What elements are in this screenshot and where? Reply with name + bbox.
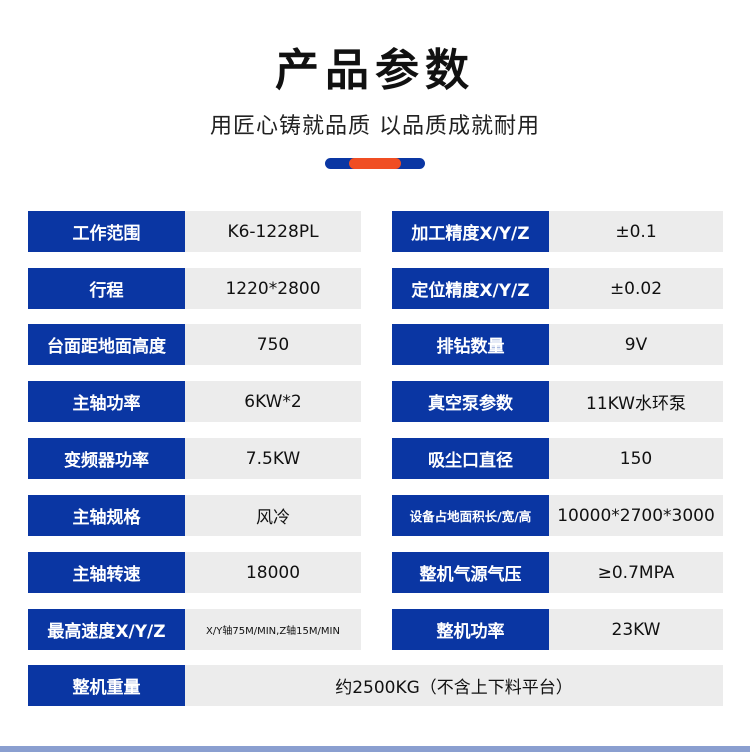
divider-decoration: [325, 158, 425, 169]
spec-label: 主轴转速: [28, 552, 185, 593]
spec-row: 台面距地面高度 750 排钻数量 9V: [28, 324, 723, 365]
spec-value: ±0.1: [549, 211, 723, 252]
spec-row: 变频器功率 7.5KW 吸尘口直径 150: [28, 438, 723, 479]
spec-row: 主轴转速 18000 整机气源气压 ≥0.7MPA: [28, 552, 723, 593]
spec-label: 台面距地面高度: [28, 324, 185, 365]
spec-label: 设备占地面积长/宽/高: [392, 495, 549, 536]
spec-label: 排钻数量: [392, 324, 549, 365]
spec-label: 最高速度X/Y/Z: [28, 609, 185, 650]
spec-label: 加工精度X/Y/Z: [392, 211, 549, 252]
spec-value: ±0.02: [549, 268, 723, 309]
spec-value: 约2500KG（不含上下料平台）: [185, 665, 723, 706]
spec-value: 9V: [549, 324, 723, 365]
spec-row: 工作范围 K6-1228PL 加工精度X/Y/Z ±0.1: [28, 211, 723, 252]
page-title: 产品参数: [275, 45, 475, 96]
divider-accent: [349, 158, 401, 169]
spec-value: 7.5KW: [185, 438, 361, 479]
spec-value: ≥0.7MPA: [549, 552, 723, 593]
page-subtitle: 用匠心铸就品质 以品质成就耐用: [210, 114, 540, 139]
spec-label: 变频器功率: [28, 438, 185, 479]
spec-label: 整机功率: [392, 609, 549, 650]
spec-row: 行程 1220*2800 定位精度X/Y/Z ±0.02: [28, 268, 723, 309]
spec-value: 1220*2800: [185, 268, 361, 309]
spec-value: K6-1228PL: [185, 211, 361, 252]
spec-row: 主轴规格 风冷 设备占地面积长/宽/高 10000*2700*3000: [28, 495, 723, 536]
spec-value: 6KW*2: [185, 381, 361, 422]
spec-label: 真空泵参数: [392, 381, 549, 422]
spec-label: 定位精度X/Y/Z: [392, 268, 549, 309]
spec-row-weight: 整机重量 约2500KG（不含上下料平台）: [28, 665, 723, 706]
spec-label: 主轴功率: [28, 381, 185, 422]
spec-value: 23KW: [549, 609, 723, 650]
spec-row: 主轴功率 6KW*2 真空泵参数 11KW水环泵: [28, 381, 723, 422]
spec-label: 整机气源气压: [392, 552, 549, 593]
spec-value: 750: [185, 324, 361, 365]
spec-label: 行程: [28, 268, 185, 309]
spec-label: 整机重量: [28, 665, 185, 706]
spec-value: 18000: [185, 552, 361, 593]
spec-value: 11KW水环泵: [549, 381, 723, 422]
spec-label: 主轴规格: [28, 495, 185, 536]
spec-value: 150: [549, 438, 723, 479]
spec-value: 10000*2700*3000: [549, 495, 723, 536]
spec-value: X/Y轴75M/MIN,Z轴15M/MIN: [185, 609, 361, 650]
spec-label: 吸尘口直径: [392, 438, 549, 479]
spec-label: 工作范围: [28, 211, 185, 252]
spec-row: 最高速度X/Y/Z X/Y轴75M/MIN,Z轴15M/MIN 整机功率 23K…: [28, 609, 723, 650]
spec-value: 风冷: [185, 495, 361, 536]
bottom-bar: [0, 746, 750, 752]
